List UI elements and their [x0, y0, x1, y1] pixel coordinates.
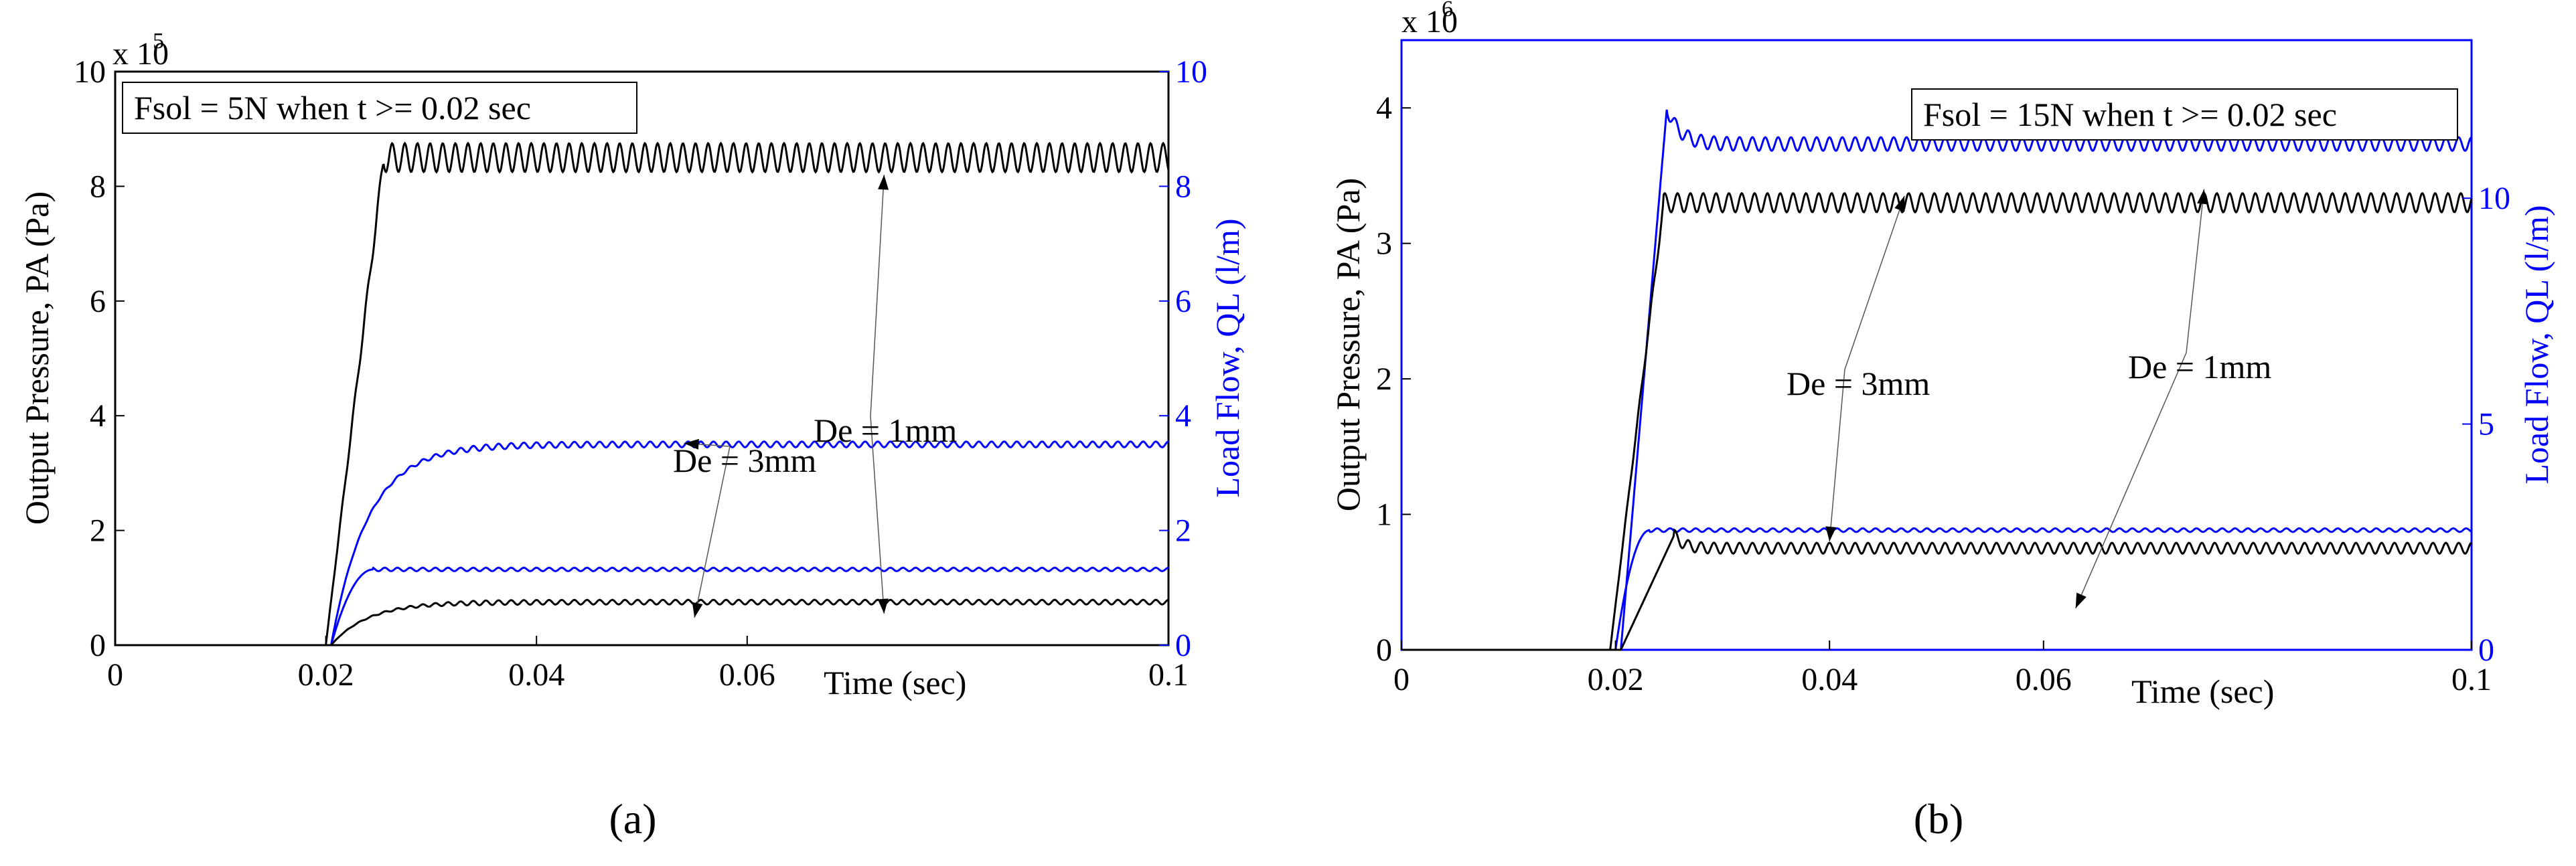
x-tick-label: 0.02: [298, 657, 354, 693]
y-tick-label: 8: [90, 169, 106, 204]
x-tick-label: 0.1: [1148, 657, 1189, 693]
x-tick-label: 0.04: [1801, 662, 1858, 697]
y-axis-label: Output Pressure, PA (Pa): [18, 191, 56, 525]
series-line-1: [115, 566, 1169, 646]
x-tick-label: 0.04: [508, 657, 564, 693]
legend-box: [1911, 88, 2458, 141]
annotation-arrow-line: [870, 416, 885, 614]
y-tick-label: 1: [1376, 497, 1392, 533]
annotation-de-3mm: De = 3mm: [1787, 365, 1930, 402]
annotation-arrowhead: [1825, 526, 1837, 542]
y2-tick-label: 10: [2478, 181, 2510, 216]
annotation-arrowhead: [684, 438, 699, 450]
x-tick-label: 0.1: [2451, 662, 2492, 697]
annotation-arrow-line: [2075, 352, 2187, 609]
x-axis-label: Time (sec): [824, 664, 966, 701]
annotation-arrowhead: [2075, 592, 2087, 608]
y2-tick-label: 0: [1175, 628, 1191, 663]
annotation-de-1mm: De = 1mm: [814, 412, 957, 449]
y2-tick-label: 5: [2478, 407, 2494, 442]
y-exponent-power: 6: [1442, 0, 1453, 21]
series-line-2: [1401, 527, 2472, 651]
y-tick-label: 2: [1376, 361, 1392, 397]
annotation-arrow-line: [694, 446, 731, 618]
series-line-3: [115, 598, 1169, 646]
y-exponent-base: x 10: [1401, 4, 1458, 39]
y-tick-label: 4: [90, 398, 106, 434]
y-tick-label: 10: [74, 54, 106, 90]
series-line-0: [1401, 109, 2472, 651]
annotation-arrow-line: [2186, 189, 2205, 353]
y2-axis-label: Load Flow, QL (l/m): [2518, 205, 2555, 484]
x-axis-label: Time (sec): [2131, 673, 2274, 710]
annotation-arrowhead: [692, 602, 703, 618]
y-tick-label: 4: [1376, 90, 1392, 126]
y2-tick-label: 0: [2478, 632, 2494, 668]
y-tick-label: 0: [90, 628, 106, 663]
legend-text: Fsol = 15N when t >= 0.02 sec: [1923, 96, 2337, 133]
annotation-arrow-line: [1844, 195, 1905, 370]
y-tick-label: 0: [1376, 632, 1392, 668]
annotation-arrowhead: [2197, 189, 2208, 205]
series-line-3: [1401, 528, 2472, 651]
y-axis-label: Output Pressure, PA (Pa): [1329, 178, 1367, 511]
y2-tick-label: 6: [1175, 284, 1191, 319]
annotation-arrowhead: [877, 598, 889, 614]
series-line-1: [1401, 191, 2473, 651]
y-tick-label: 6: [90, 284, 106, 319]
annotation-de-1mm: De = 1mm: [2128, 348, 2271, 385]
x-tick-label: 0.02: [1588, 662, 1644, 697]
series-line-2: [115, 440, 1169, 646]
y-tick-label: 2: [90, 513, 106, 549]
legend-text: Fsol = 5N when t >= 0.02 sec: [134, 89, 531, 126]
x-tick-label: 0.06: [719, 657, 775, 693]
x-tick-label: 0: [107, 657, 123, 693]
y2-axis-label: Load Flow, QL (l/m): [1209, 218, 1246, 497]
y-exponent-power: 5: [153, 29, 164, 54]
y2-tick-label: 10: [1175, 54, 1207, 90]
x-tick-label: 0: [1393, 662, 1410, 697]
annotation-arrow-line: [1829, 369, 1845, 542]
y2-tick-label: 8: [1175, 169, 1191, 204]
y2-tick-label: 4: [1175, 398, 1191, 434]
y2-tick-label: 2: [1175, 513, 1191, 549]
annotation-arrowhead: [1894, 195, 1905, 212]
plot-frame: [1400, 39, 2473, 651]
caption-a: (a): [609, 795, 656, 843]
y-exponent-base: x 10: [112, 36, 169, 72]
legend-box: [122, 82, 637, 134]
annotation-arrowhead: [878, 175, 889, 190]
y-tick-label: 3: [1376, 226, 1392, 262]
caption-b: (b): [1914, 795, 1964, 843]
annotation-de-3mm: De = 3mm: [673, 442, 816, 479]
x-tick-label: 0.06: [2016, 662, 2072, 697]
annotation-arrow-line: [870, 175, 885, 417]
plot-frame: [114, 70, 1170, 646]
